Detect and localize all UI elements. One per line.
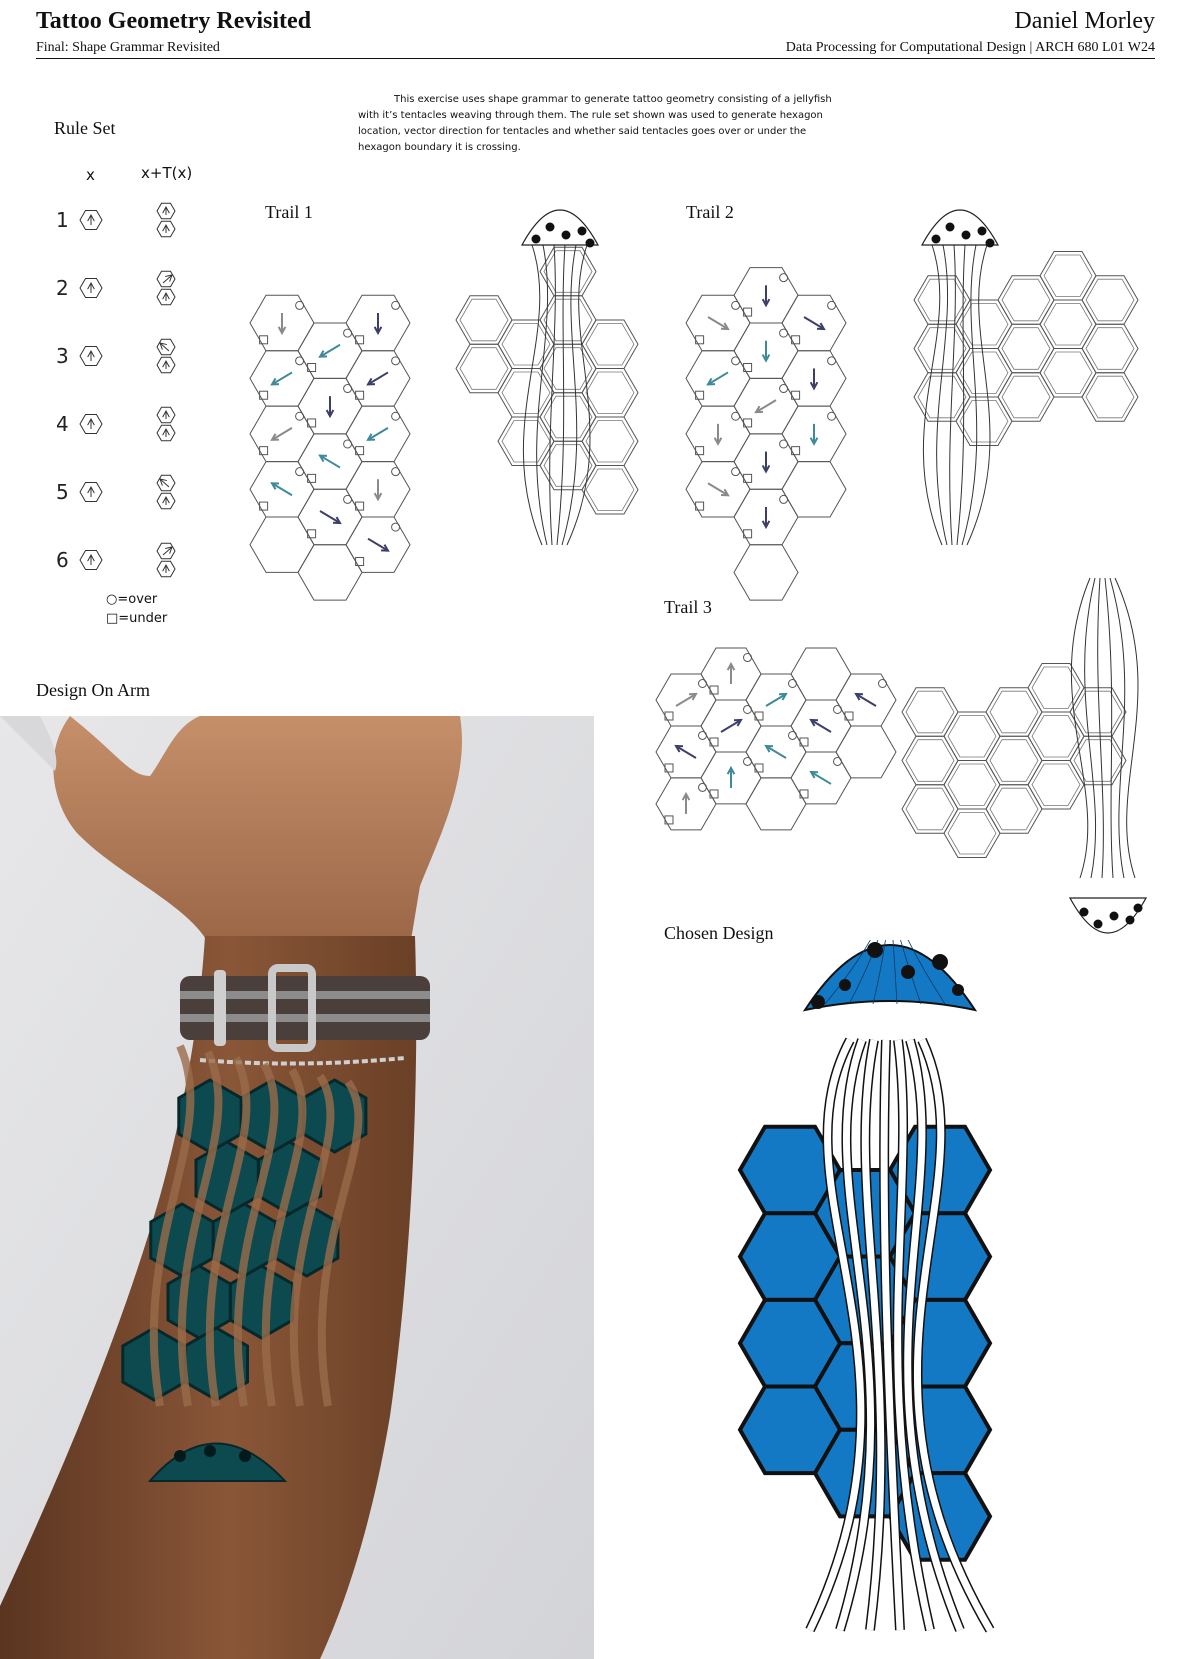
- rule-col-x: x: [86, 166, 95, 184]
- page-subtitle: Final: Shape Grammar Revisited: [36, 40, 220, 55]
- rule-number: 2: [56, 276, 69, 300]
- author-name: Daniel Morley: [1014, 8, 1155, 34]
- rule-col-tx: x+T(x): [141, 164, 193, 182]
- legend-over: ○=over: [106, 592, 158, 607]
- header-divider: [36, 58, 1155, 59]
- trail-3-label: Trail 3: [664, 597, 712, 617]
- trail-2-hex-grid: [685, 267, 847, 601]
- jellyfish-bell: [802, 944, 978, 1012]
- rule-number: 5: [56, 480, 69, 504]
- rule-set-heading: Rule Set: [54, 118, 116, 138]
- legend-under: □=under: [106, 611, 168, 626]
- hexagon-arrow-icon: [79, 278, 103, 298]
- trail-1-label: Trail 1: [265, 202, 313, 222]
- rule-number: 1: [56, 208, 69, 232]
- design-on-arm-label: Design On Arm: [36, 680, 150, 700]
- hexagon-arrow-icon: [79, 346, 103, 366]
- trail-3-hex-grid: [655, 647, 897, 831]
- page-title: Tattoo Geometry Revisited: [36, 8, 312, 34]
- arm-photo: [0, 716, 594, 1659]
- rule-number: 3: [56, 344, 69, 368]
- rule-output-icon: [156, 202, 176, 238]
- rule-output-icon: [156, 338, 176, 374]
- arm-tattoo-illustration: [121, 1044, 368, 1482]
- course-info: Data Processing for Computational Design…: [785, 40, 1155, 55]
- hexagon-arrow-icon: [79, 482, 103, 502]
- hexagon-arrow-icon: [79, 414, 103, 434]
- intro-text: This exercise uses shape grammar to gene…: [358, 94, 832, 153]
- chosen-design-label: Chosen Design: [664, 923, 774, 943]
- chosen-design-illustration: [737, 940, 995, 1633]
- rule-output-icon: [156, 474, 176, 510]
- trail-2-jellyfish-illustration: [913, 209, 1139, 546]
- hexagon-arrow-icon: [79, 210, 103, 230]
- rule-output-icon: [156, 270, 176, 306]
- rule-output-icon: [156, 542, 176, 578]
- trail-1-hex-grid: [249, 294, 411, 601]
- rule-number: 4: [56, 412, 69, 436]
- trail-2-label: Trail 2: [686, 202, 734, 222]
- rule-output-icon: [156, 406, 176, 442]
- trail-1-jellyfish-illustration: [455, 209, 639, 546]
- trail-3-jellyfish-illustration: [901, 577, 1148, 934]
- rule-number: 6: [56, 548, 69, 572]
- rule-diagrams: 1 2 3 4 5 6: [56, 202, 176, 578]
- hexagon-arrow-icon: [79, 550, 103, 570]
- watch-strap-icon: [180, 964, 430, 1066]
